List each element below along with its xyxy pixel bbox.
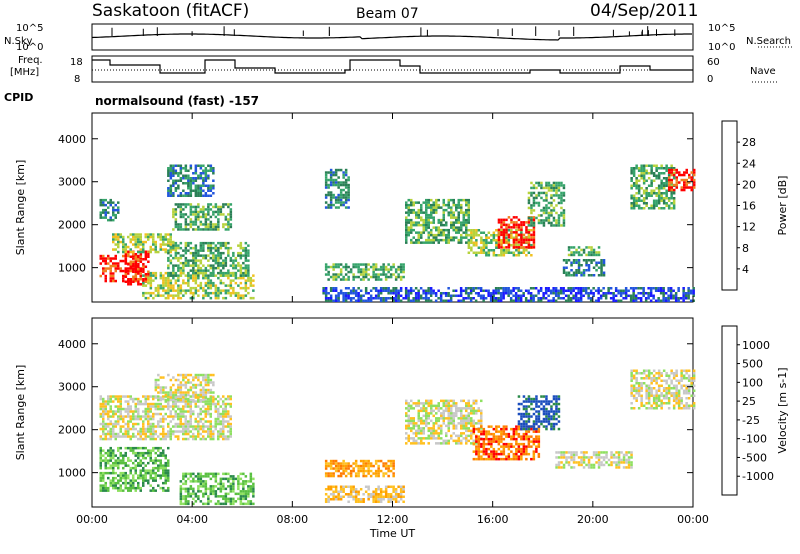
header-strips: Saskatoon (fitACF) Beam 07 04/Sep/2011 N… — [4, 1, 792, 108]
y-axis-label: Slant Range [km] — [14, 160, 27, 256]
nsearch-tick-top: 10^5 — [708, 23, 735, 34]
y-tick-label: 4000 — [58, 338, 86, 351]
station-title: Saskatoon (fitACF) — [92, 1, 249, 21]
colorbar-tick-label: 24 — [742, 157, 756, 170]
scatter-region — [555, 451, 633, 469]
scatter-region — [324, 485, 405, 503]
colorbar: 4 8 12 16 20 24 28 Power [dB] — [721, 120, 789, 291]
date-label: 04/Sep/2011 — [590, 1, 698, 21]
scatter-region — [668, 168, 696, 192]
freq-trace — [92, 59, 693, 74]
colorbar-tick-label: -1000 — [742, 470, 774, 483]
freq-frame — [91, 55, 694, 83]
scatter-region — [405, 399, 483, 445]
y-tick-label: 3000 — [58, 381, 86, 394]
colorbar-tick-label: 25 — [742, 395, 756, 408]
x-axis-label: Time UT — [369, 527, 415, 540]
scatter-region — [322, 287, 695, 302]
nave-label: Nave — [750, 66, 776, 77]
scatter-region — [324, 263, 405, 281]
nave-tick-top: 60 — [707, 57, 720, 68]
scatter-region — [324, 168, 350, 209]
colorbar-label: Power [dB] — [776, 176, 789, 236]
scatter-region — [630, 369, 696, 410]
scatter-region — [99, 198, 120, 222]
scatter-region — [567, 246, 601, 257]
scatter-region — [99, 446, 170, 492]
nsearch-label: N.Search — [746, 36, 791, 47]
scatter-region — [517, 395, 561, 431]
nsky-tick-top: 10^5 — [16, 23, 43, 34]
x-tick-label: 08:00 — [276, 513, 308, 526]
scatter-region — [405, 198, 470, 244]
scatter-region — [630, 164, 676, 210]
x-tick-label: 12:00 — [377, 513, 409, 526]
freq-label-line1: Freq. — [18, 55, 43, 66]
colorbar-tick-label: -25 — [742, 414, 760, 427]
y-tick-label: 4000 — [58, 133, 86, 146]
scatter-region — [562, 259, 606, 277]
colorbar-tick-label: 20 — [742, 178, 756, 191]
scatter-region — [167, 241, 250, 277]
scatter-region — [154, 373, 215, 402]
colorbar-tick-label: 16 — [742, 200, 756, 213]
colorbar-tick-label: 28 — [742, 136, 756, 149]
scatter-region — [179, 472, 255, 506]
freq-tick-bottom: 8 — [74, 74, 80, 85]
colorbar-tick-label: 4 — [742, 263, 749, 276]
scatter-region — [472, 425, 541, 461]
nsky-spikes — [111, 26, 676, 36]
freq-tick-top: 18 — [70, 57, 83, 68]
scatter-region — [99, 395, 232, 441]
colorbar-tick-label: 1000 — [742, 339, 770, 352]
x-tick-label: 00:00 — [76, 513, 108, 526]
scatter-region — [167, 164, 215, 197]
colorbar-frame — [721, 120, 738, 291]
colorbar-tick-label: 100 — [742, 376, 763, 389]
colorbar-label: Velocity [m s-1] — [776, 367, 789, 453]
freq-label-line2: [MHz] — [10, 67, 39, 78]
scatter-region — [324, 459, 395, 478]
x-tick-label: 04:00 — [176, 513, 208, 526]
scatter-region — [527, 181, 566, 227]
nsearch-tick-bottom: 10^0 — [708, 42, 735, 53]
y-tick-label: 2000 — [58, 424, 86, 437]
scatter-region — [497, 216, 536, 249]
nsky-tick-bottom: 10^0 — [16, 42, 43, 53]
x-tick-label: 20:00 — [577, 513, 609, 526]
y-tick-label: 2000 — [58, 219, 86, 232]
cpid-label: CPID — [4, 91, 33, 104]
colorbar-frame — [721, 325, 738, 496]
scatter-region — [112, 233, 175, 254]
beam-label: Beam 07 — [356, 6, 419, 22]
y-tick-label: 1000 — [58, 467, 86, 480]
scatter-region — [172, 203, 233, 231]
x-tick-label: 00:00 — [677, 513, 709, 526]
power-panel: 1000 2000 3000 4000 Slant Range [km] 4 8 12 16 20… — [14, 112, 789, 303]
data-panels: 1000 2000 3000 4000 Slant Range [km] 4 8 12 16 20… — [14, 112, 789, 540]
cpid-text: normalsound (fast) -157 — [95, 94, 259, 108]
colorbar-tick-label: -500 — [742, 451, 767, 464]
colorbar-tick-label: 8 — [742, 242, 749, 255]
colorbar-tick-label: 500 — [742, 358, 763, 371]
nsky-label: N.Sky — [4, 36, 32, 47]
y-tick-label: 3000 — [58, 176, 86, 189]
nsky-trace — [91, 33, 692, 41]
y-axis-label: Slant Range [km] — [14, 365, 27, 461]
scatter-region — [124, 250, 150, 286]
y-tick-label: 1000 — [58, 262, 86, 275]
colorbar: 1000 500 100 25 -25 -100 -500 -1000 Velocity [m … — [721, 325, 789, 496]
colorbar-tick-label: 12 — [742, 221, 756, 234]
x-tick-label: 16:00 — [477, 513, 509, 526]
colorbar-tick-label: -100 — [742, 433, 767, 446]
nave-tick-bottom: 0 — [707, 74, 713, 85]
